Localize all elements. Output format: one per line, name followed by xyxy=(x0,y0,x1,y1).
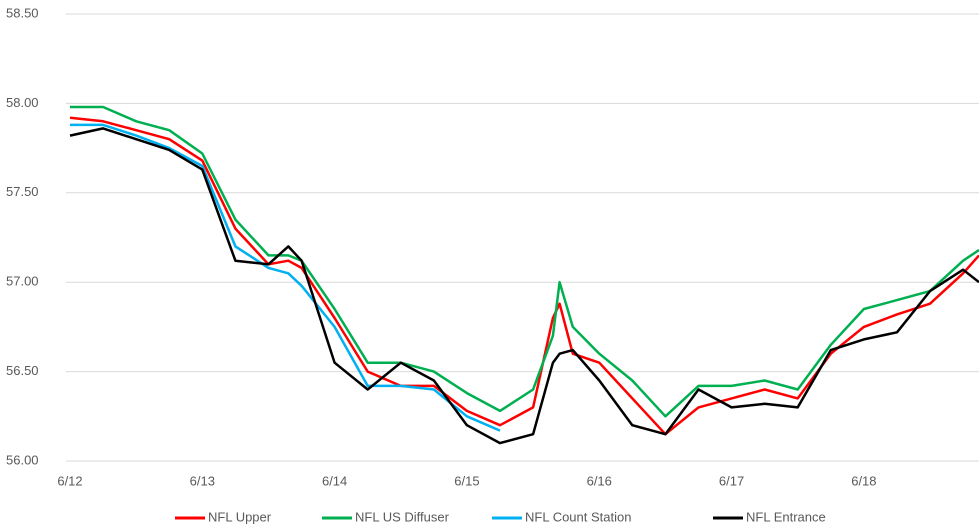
legend-label: NFL Count Station xyxy=(525,509,631,524)
legend-label: NFL US Diffuser xyxy=(355,509,450,524)
series-line xyxy=(70,105,979,418)
x-tick-label: 6/18 xyxy=(851,473,876,488)
x-tick-label: 6/13 xyxy=(190,473,215,488)
y-tick-label: 57.00 xyxy=(6,274,39,289)
x-tick-label: 6/15 xyxy=(454,473,479,488)
series-line xyxy=(69,127,979,445)
y-tick-label: 57.50 xyxy=(6,184,39,199)
legend-label: NFL Entrance xyxy=(746,509,826,524)
legend-label: NFL Upper xyxy=(208,509,272,524)
y-tick-label: 58.50 xyxy=(6,5,39,20)
series-line xyxy=(69,116,979,436)
x-tick-label: 6/12 xyxy=(57,473,82,488)
series-line xyxy=(70,123,501,432)
y-tick-label: 56.00 xyxy=(6,452,39,467)
x-tick-label: 6/16 xyxy=(587,473,612,488)
y-tick-label: 56.50 xyxy=(6,363,39,378)
x-tick-label: 6/14 xyxy=(322,473,347,488)
x-tick-label: 6/17 xyxy=(719,473,744,488)
y-tick-label: 58.00 xyxy=(6,95,39,110)
